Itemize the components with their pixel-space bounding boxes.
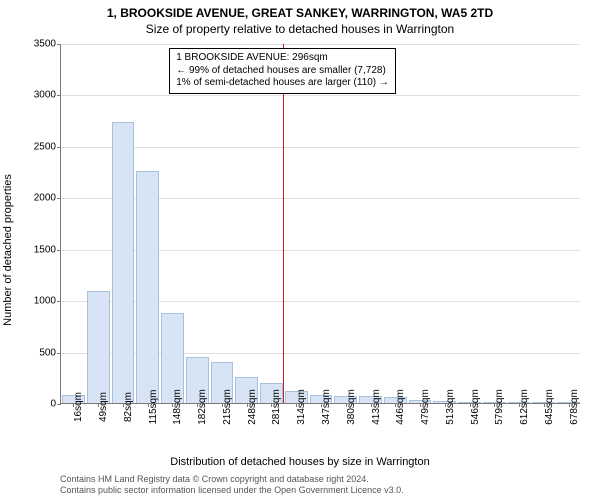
annotation-line-3: 1% of semi-detached houses are larger (1… [176, 77, 389, 90]
annotation-line-1: 1 BROOKSIDE AVENUE: 296sqm [176, 52, 389, 65]
credits: Contains HM Land Registry data © Crown c… [60, 474, 404, 496]
y-tick-label: 2500 [34, 141, 56, 152]
y-tick [57, 198, 61, 199]
x-tick-label: 16sqm [73, 392, 84, 422]
x-tick-label: 479sqm [420, 389, 431, 425]
x-tick-label: 347sqm [321, 389, 332, 425]
x-axis-label: Distribution of detached houses by size … [0, 456, 600, 468]
y-gridline [61, 44, 580, 45]
y-tick-label: 3000 [34, 90, 56, 101]
y-tick [57, 44, 61, 45]
annotation-line-2: ← 99% of detached houses are smaller (7,… [176, 65, 389, 78]
x-tick-label: 413sqm [371, 389, 382, 425]
y-tick [57, 404, 61, 405]
chart-container: 1, BROOKSIDE AVENUE, GREAT SANKEY, WARRI… [0, 0, 600, 500]
chart-title-address: 1, BROOKSIDE AVENUE, GREAT SANKEY, WARRI… [0, 6, 600, 20]
x-tick-label: 314sqm [296, 389, 307, 425]
x-tick-label: 678sqm [569, 389, 580, 425]
y-tick-label: 1000 [34, 296, 56, 307]
annotation-box: 1 BROOKSIDE AVENUE: 296sqm ← 99% of deta… [169, 48, 396, 94]
x-tick-label: 49sqm [98, 392, 109, 422]
y-gridline [61, 147, 580, 148]
histogram-bar [136, 171, 159, 403]
x-tick-label: 248sqm [247, 389, 258, 425]
x-tick-label: 182sqm [197, 389, 208, 425]
plot-area: 050010001500200025003000350016sqm49sqm82… [60, 44, 580, 404]
x-tick-label: 82sqm [123, 392, 134, 422]
y-axis-label: Number of detached properties [2, 174, 14, 326]
x-tick-label: 380sqm [346, 389, 357, 425]
histogram-bar [112, 122, 135, 403]
chart-subtitle: Size of property relative to detached ho… [0, 22, 600, 36]
x-tick-label: 148sqm [172, 389, 183, 425]
y-tick-label: 1500 [34, 244, 56, 255]
y-tick [57, 250, 61, 251]
histogram-bar [87, 291, 110, 403]
y-tick [57, 301, 61, 302]
y-tick-label: 500 [39, 347, 56, 358]
x-tick-label: 115sqm [148, 390, 159, 425]
x-tick-label: 513sqm [445, 389, 456, 425]
x-tick-label: 579sqm [494, 389, 505, 425]
y-tick [57, 95, 61, 96]
x-tick-label: 446sqm [395, 389, 406, 425]
x-tick-label: 281sqm [271, 389, 282, 425]
credits-line-1: Contains HM Land Registry data © Crown c… [60, 474, 404, 485]
x-tick-label: 612sqm [519, 389, 530, 425]
x-tick-label: 645sqm [544, 389, 555, 425]
credits-line-2: Contains public sector information licen… [60, 485, 404, 496]
property-marker-line [283, 44, 284, 403]
y-tick-label: 3500 [34, 39, 56, 50]
y-tick [57, 353, 61, 354]
y-gridline [61, 95, 580, 96]
x-tick-label: 546sqm [470, 389, 481, 425]
y-tick-label: 2000 [34, 193, 56, 204]
y-tick-label: 0 [50, 399, 56, 410]
y-tick [57, 147, 61, 148]
x-tick-label: 215sqm [222, 389, 233, 425]
